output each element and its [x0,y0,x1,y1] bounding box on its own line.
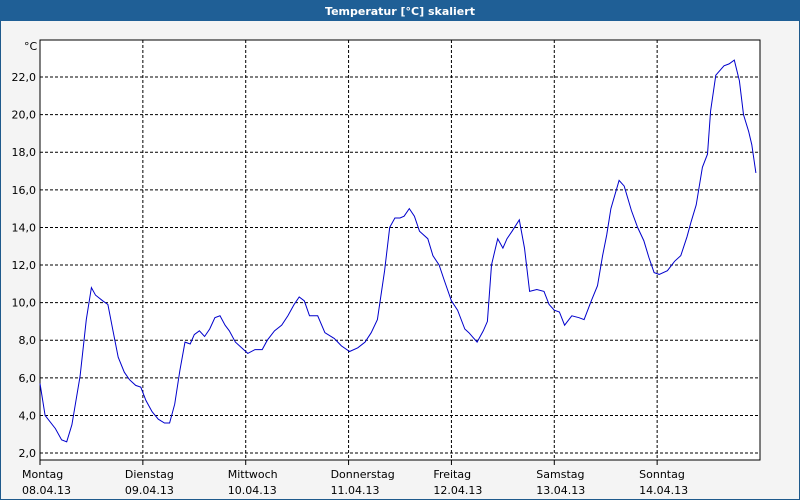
x-tick-label: Donnerstag [331,468,395,481]
title-bar [0,0,800,21]
x-tick-label: Dienstag [125,468,174,481]
x-tick-label: Montag [22,468,63,481]
plot-area [39,39,761,461]
y-tick-label: 18,0 [12,146,37,159]
y-tick-label: 20,0 [12,109,37,122]
x-tick-date: 13.04.13 [536,484,585,497]
y-tick-label: 12,0 [12,259,37,272]
x-tick-label: Freitag [433,468,471,481]
x-tick-label: Samstag [536,468,584,481]
y-tick-label: 10,0 [12,297,37,310]
x-tick-label: Sonntag [639,468,685,481]
y-unit: °C [24,40,38,53]
chart-title: Temperatur [°C] skaliert [325,5,475,18]
y-tick-label: 8,0 [19,334,37,347]
y-tick-label: 6,0 [19,372,37,385]
y-tick-label: 14,0 [12,221,37,234]
x-tick-date: 12.04.13 [433,484,482,497]
y-tick-label: 22,0 [12,71,37,84]
x-tick-date: 11.04.13 [331,484,380,497]
x-tick-label: Mittwoch [228,468,278,481]
y-tick-label: 16,0 [12,184,37,197]
x-tick-date: 10.04.13 [228,484,277,497]
x-tick-date: 09.04.13 [125,484,174,497]
y-tick-label: 4,0 [19,409,37,422]
x-tick-date: 08.04.13 [22,484,71,497]
y-tick-label: 2,0 [19,447,37,460]
temperature-line [39,59,757,443]
x-tick-date: 14.04.13 [639,484,688,497]
